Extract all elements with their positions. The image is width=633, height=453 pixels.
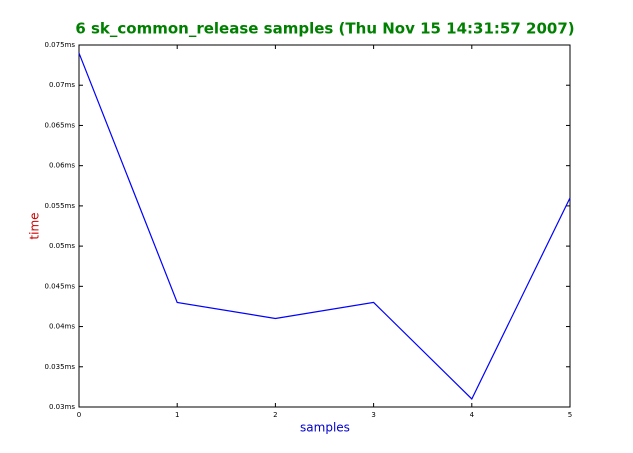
line: [78, 52, 571, 400]
y-tick-label: 0.065ms: [44, 121, 75, 129]
y-axis-label: time: [28, 212, 42, 239]
y-tick-label: 0.04ms: [49, 323, 75, 331]
y-tick-label: 0.05ms: [49, 242, 75, 250]
y-tick-label: 0.045ms: [44, 282, 75, 290]
y-tick-label: 0.055ms: [44, 202, 75, 210]
x-tick-label: 4: [470, 411, 475, 419]
x-tick-label: 1: [175, 411, 179, 419]
chart-title: 6 sk_common_release samples (Thu Nov 15 …: [75, 20, 574, 38]
x-tick-label: 5: [568, 411, 572, 419]
y-tick-label: 0.075ms: [44, 41, 75, 49]
y-tick-label: 0.06ms: [49, 162, 75, 170]
y-tick-label: 0.035ms: [44, 363, 75, 371]
x-axis-label: samples: [300, 421, 350, 435]
plot-frame: [78, 44, 571, 408]
x-tick-label: 2: [273, 411, 277, 419]
x-tick-label: 3: [371, 411, 375, 419]
y-tick-label: 0.03ms: [49, 403, 75, 411]
y-tick-label: 0.07ms: [49, 81, 75, 89]
x-tick-label: 0: [77, 411, 81, 419]
